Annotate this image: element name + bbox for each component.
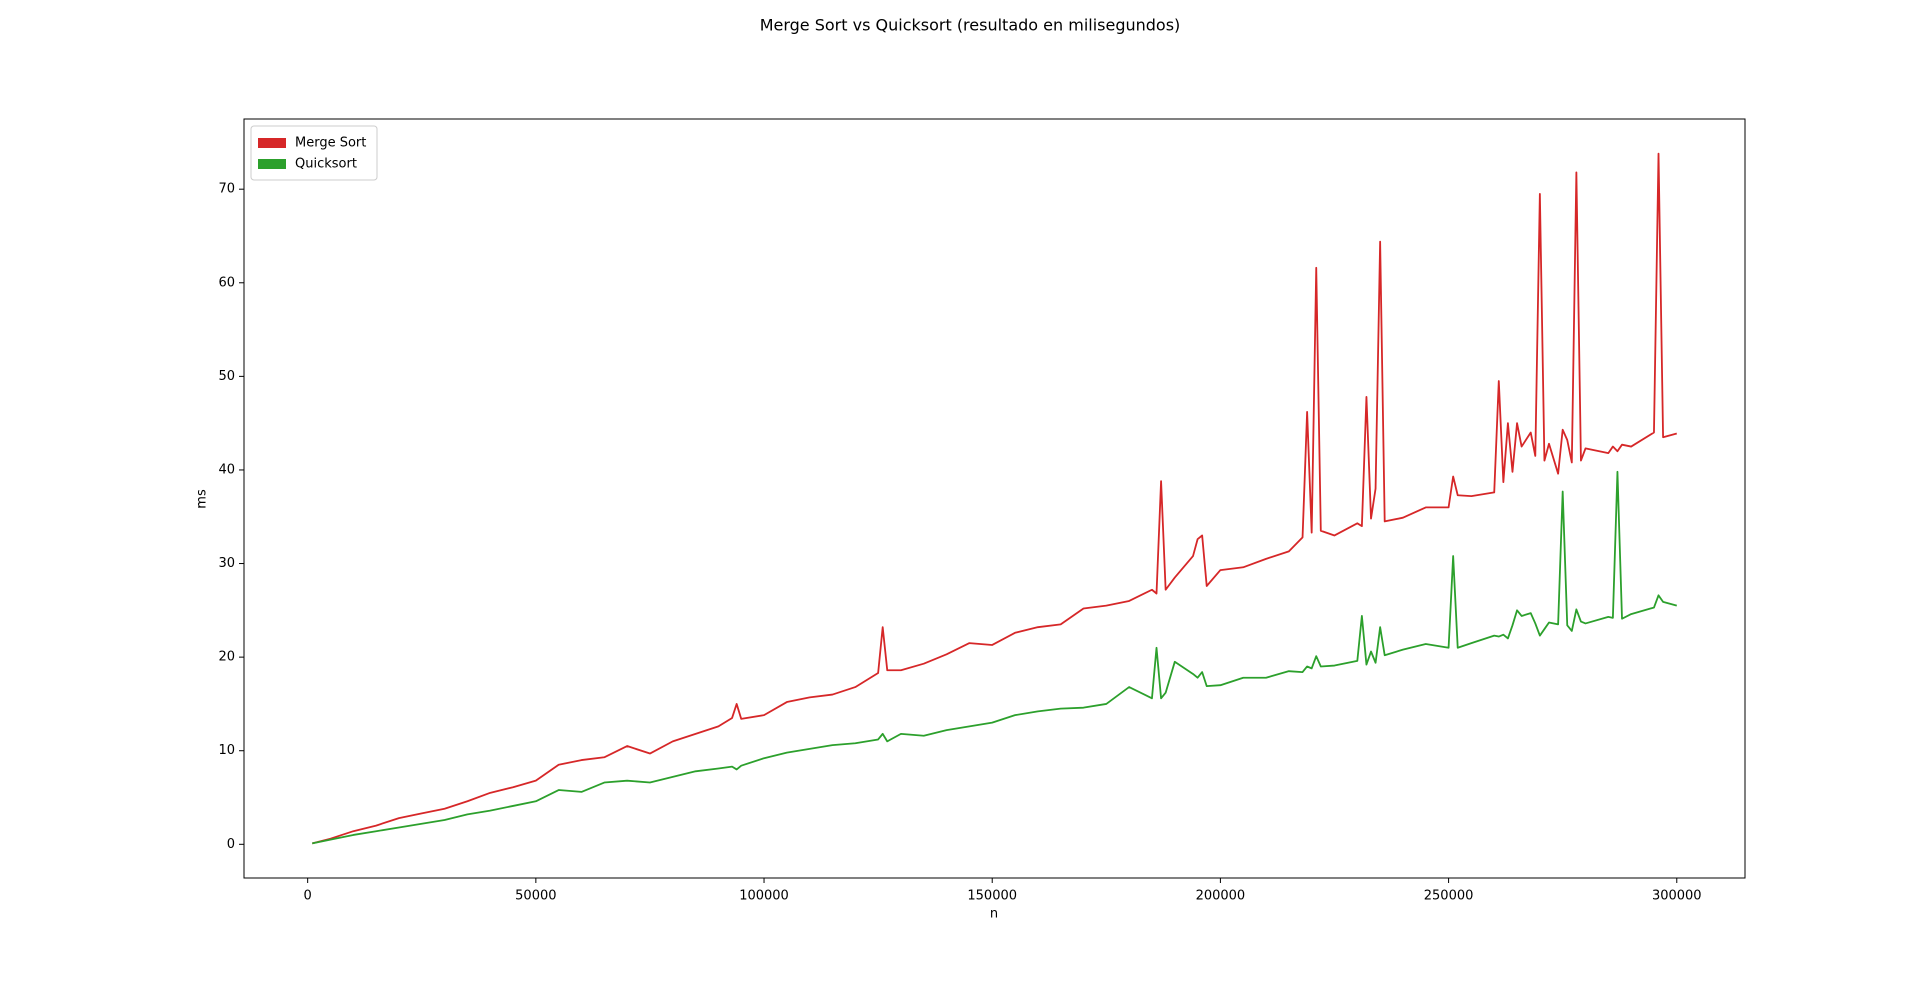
- legend-swatch: [258, 138, 286, 148]
- chart-title: Merge Sort vs Quicksort (resultado en mi…: [760, 16, 1181, 35]
- x-tick-label: 100000: [739, 889, 789, 904]
- x-axis-label: n: [990, 907, 998, 922]
- legend-swatch: [258, 159, 286, 169]
- y-tick-label: 60: [218, 275, 235, 290]
- line-series: [312, 152, 1678, 845]
- line-series: [312, 470, 1678, 845]
- plot-frame: [243, 118, 1746, 879]
- y-tick-label: 30: [218, 556, 235, 571]
- legend-label: Quicksort: [295, 157, 357, 172]
- y-tick-label: 50: [218, 369, 235, 384]
- x-tick-label: 50000: [515, 889, 556, 904]
- x-tick-label: 0: [304, 889, 312, 904]
- x-tick-label: 200000: [1196, 889, 1246, 904]
- y-tick-label: 40: [218, 462, 235, 477]
- y-tick-label: 20: [218, 650, 235, 665]
- legend-box: [250, 125, 378, 181]
- x-tick-label: 300000: [1652, 889, 1702, 904]
- y-tick-label: 0: [227, 837, 235, 852]
- legend-label: Merge Sort: [295, 136, 366, 151]
- y-tick-label: 10: [218, 743, 235, 758]
- legend: Merge Sort Quicksort: [250, 125, 378, 181]
- y-axis-label: ms: [195, 489, 210, 509]
- y-tick-label: 70: [218, 182, 235, 197]
- x-tick-label: 250000: [1424, 889, 1474, 904]
- x-tick-label: 150000: [967, 889, 1017, 904]
